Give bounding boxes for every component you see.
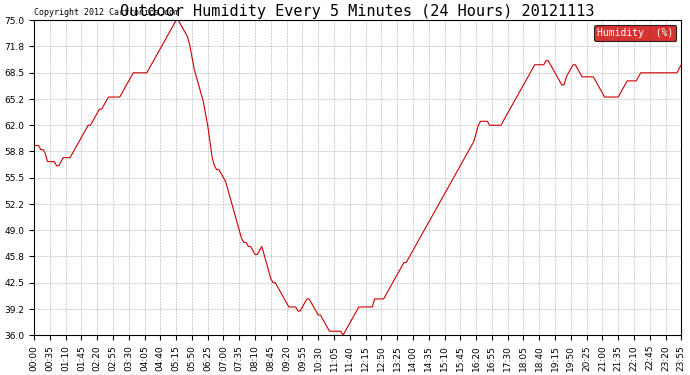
Text: Copyright 2012 Cartronics.com: Copyright 2012 Cartronics.com [34,8,179,17]
Title: Outdoor Humidity Every 5 Minutes (24 Hours) 20121113: Outdoor Humidity Every 5 Minutes (24 Hou… [121,4,595,19]
Legend: Humidity  (%): Humidity (%) [594,25,676,41]
